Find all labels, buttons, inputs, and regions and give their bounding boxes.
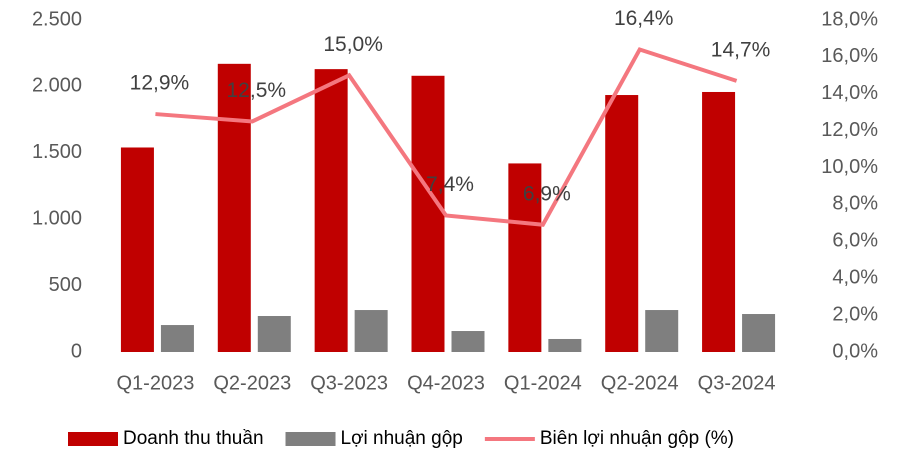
y-tick-label: 0 bbox=[71, 340, 82, 362]
bar bbox=[605, 95, 639, 353]
data-label: 6,9% bbox=[523, 182, 571, 205]
legend-swatch bbox=[285, 432, 336, 446]
bar bbox=[451, 331, 485, 352]
bar bbox=[354, 310, 388, 352]
bar bbox=[160, 325, 194, 352]
x-tick-label: Q2-2024 bbox=[601, 372, 679, 394]
x-tick-label: Q3-2023 bbox=[310, 372, 388, 394]
line bbox=[155, 47, 738, 227]
y2-tick-label: 0,0% bbox=[832, 340, 878, 362]
y2-tick-label: 16,0% bbox=[821, 45, 878, 67]
bar bbox=[411, 75, 445, 352]
bar bbox=[548, 338, 582, 352]
y2-tick-label: 8,0% bbox=[832, 193, 878, 215]
data-label: 15,0% bbox=[323, 33, 383, 56]
bar bbox=[120, 147, 154, 352]
y-tick-label: 2.500 bbox=[32, 8, 82, 30]
legend-label: Doanh thu thuần bbox=[123, 428, 264, 449]
x-tick-label: Q4-2023 bbox=[407, 372, 485, 394]
x-tick-label: Q1-2023 bbox=[117, 372, 195, 394]
y2-tick-label: 14,0% bbox=[821, 82, 878, 104]
y-tick-label: 500 bbox=[49, 274, 82, 296]
data-label: 16,4% bbox=[614, 7, 674, 30]
legend-label: Biên lợi nhuận gộp (%) bbox=[540, 428, 734, 449]
y2-tick-label: 10,0% bbox=[821, 156, 878, 178]
y-tick-label: 1.000 bbox=[32, 207, 82, 229]
y2-tick-label: 2,0% bbox=[832, 303, 878, 325]
data-label: 12,5% bbox=[227, 79, 287, 102]
bar bbox=[257, 316, 291, 352]
y2-tick-label: 6,0% bbox=[832, 230, 878, 252]
y-tick-label: 2.000 bbox=[32, 75, 82, 97]
data-label: 7,4% bbox=[426, 173, 474, 196]
y2-tick-label: 12,0% bbox=[821, 119, 878, 141]
bar bbox=[217, 63, 251, 352]
x-tick-label: Q2-2023 bbox=[213, 372, 291, 394]
bar bbox=[645, 310, 679, 352]
bar bbox=[314, 69, 348, 353]
y-tick-label: 1.500 bbox=[32, 141, 82, 163]
data-label: 14,7% bbox=[711, 38, 771, 61]
legend-label: Lợi nhuận gộp bbox=[341, 428, 463, 449]
data-label: 12,9% bbox=[130, 72, 190, 95]
y2-tick-label: 18,0% bbox=[821, 8, 878, 30]
x-tick-label: Q3-2024 bbox=[698, 372, 776, 394]
bar bbox=[508, 163, 542, 352]
y2-tick-label: 4,0% bbox=[832, 267, 878, 289]
x-tick-label: Q1-2024 bbox=[504, 372, 582, 394]
legend-swatch bbox=[68, 432, 118, 446]
bar bbox=[742, 314, 776, 352]
bar bbox=[702, 91, 736, 352]
